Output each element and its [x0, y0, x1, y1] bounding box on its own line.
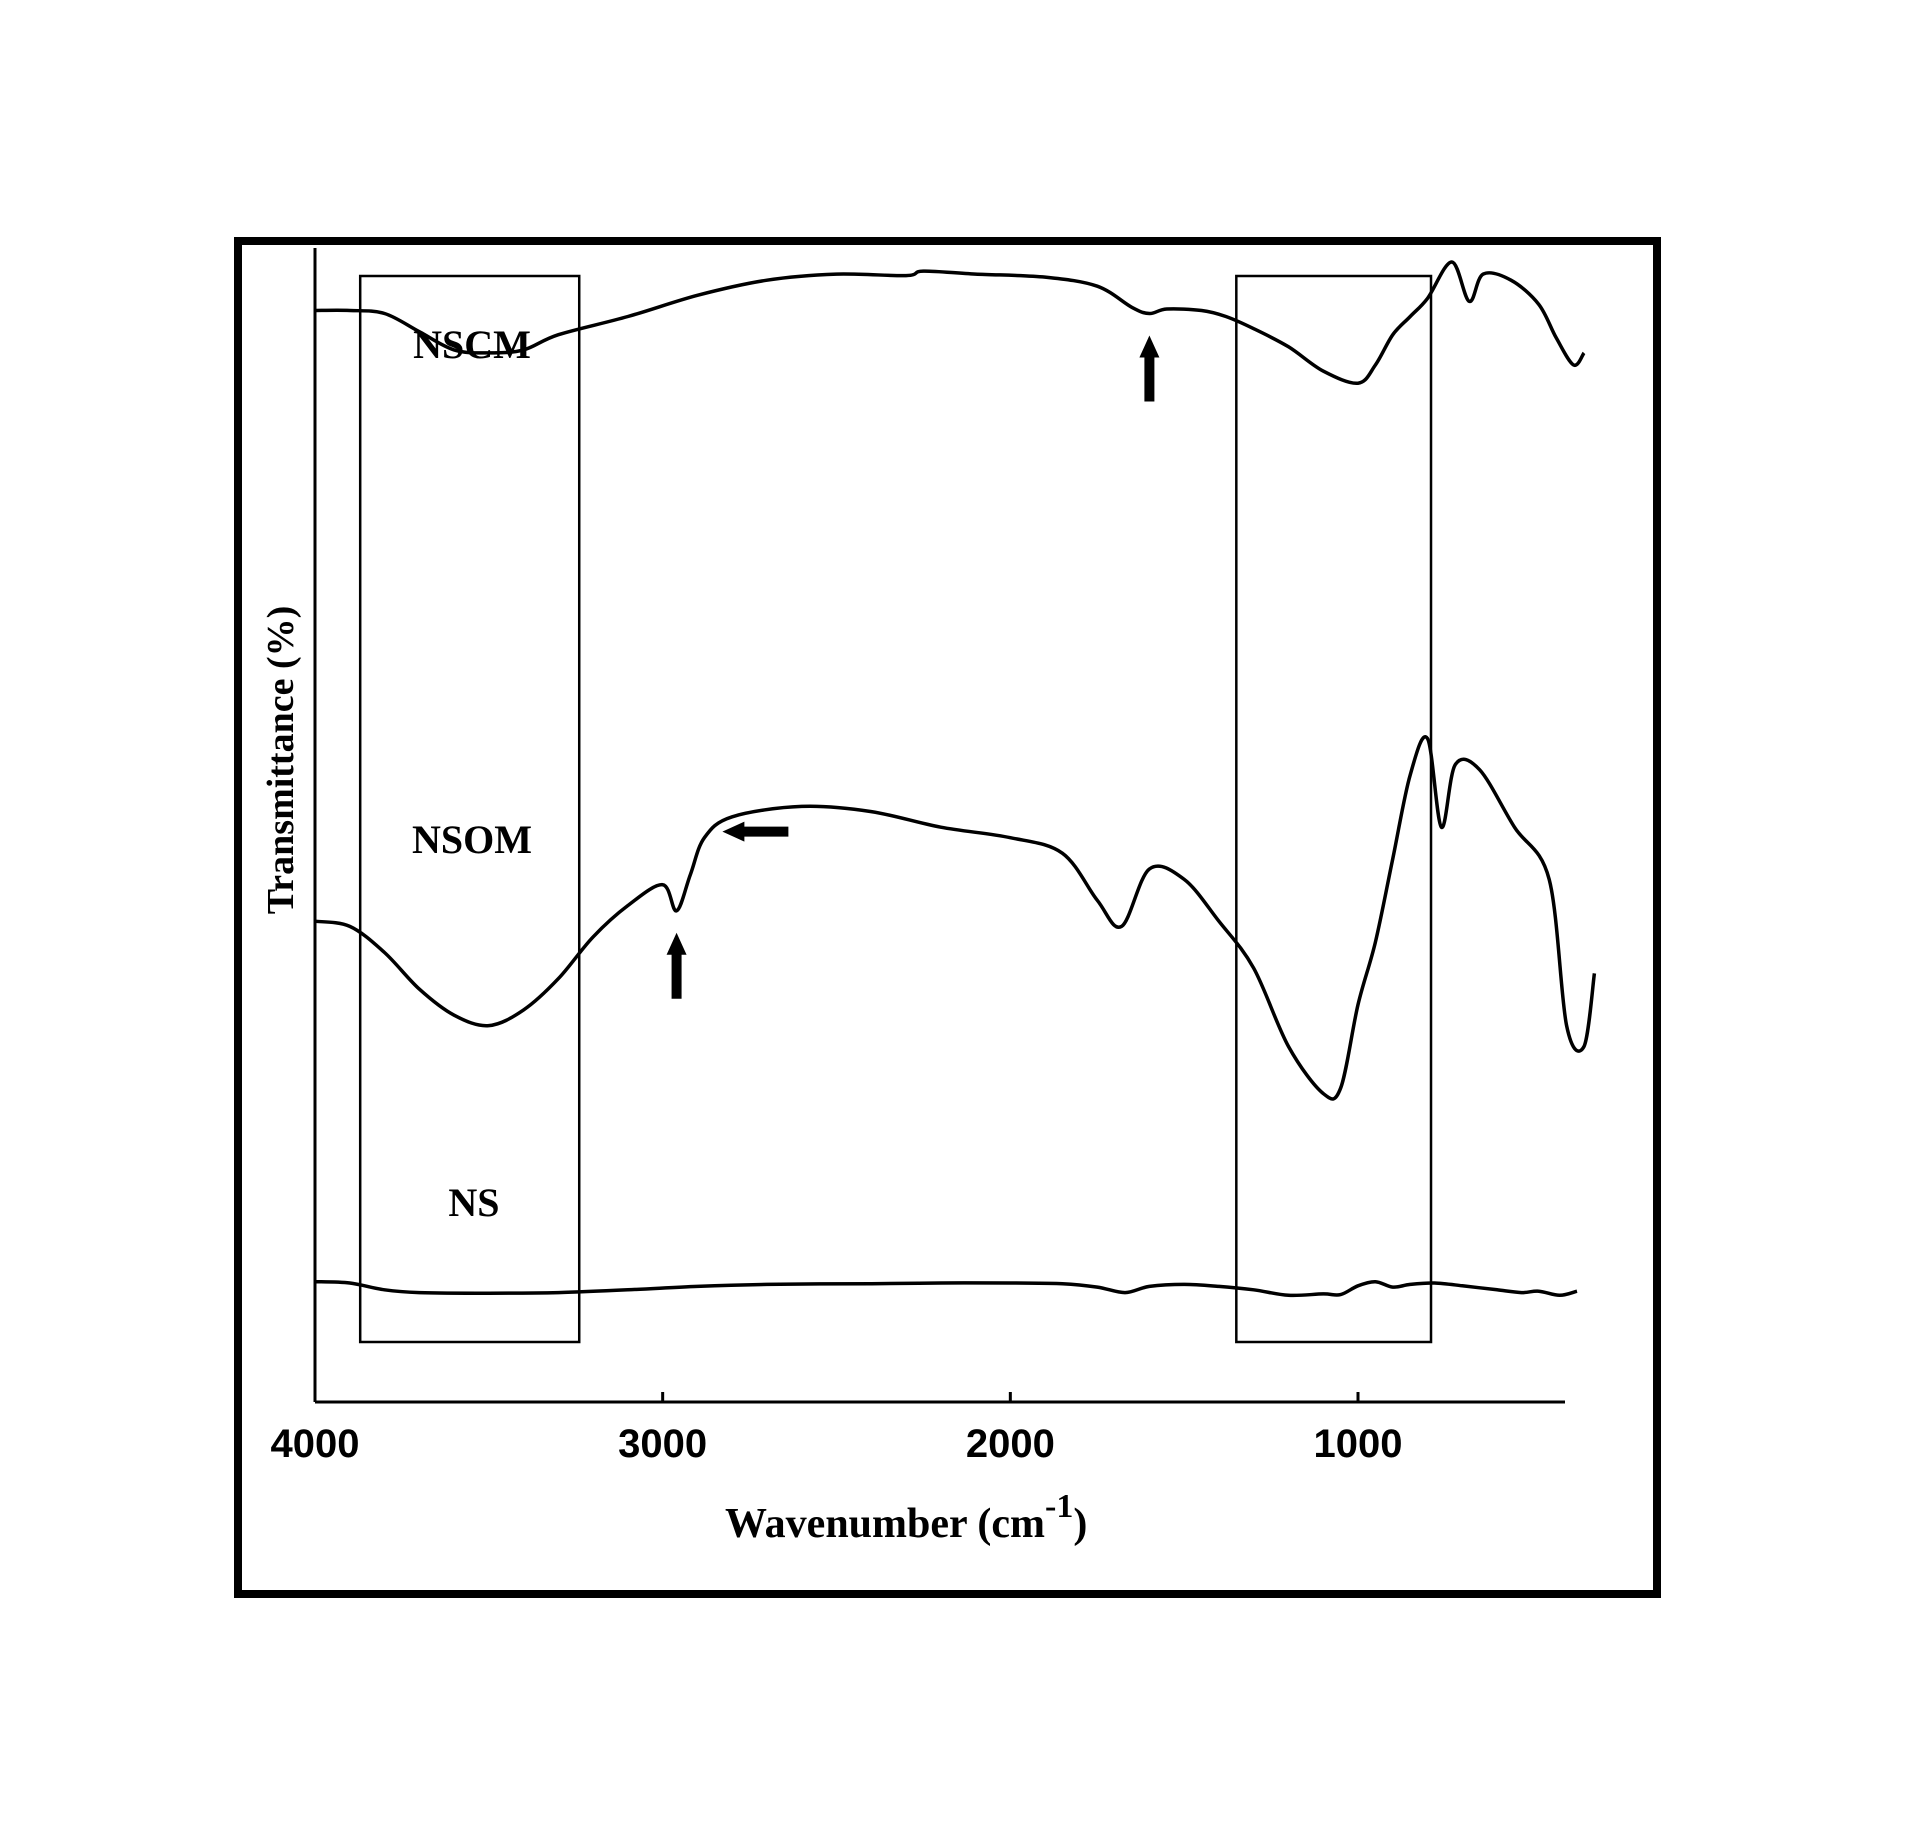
x-axis-title-main: Wavenumber (cm	[725, 1501, 1045, 1547]
series-line-nsom	[314, 735, 1597, 1101]
x-tick-label-3000: 3000	[618, 1422, 707, 1466]
figure-frame	[234, 237, 1661, 1598]
x-tick-label-4000: 4000	[271, 1422, 360, 1466]
x-tick-label-2000: 2000	[966, 1422, 1055, 1466]
series-label-ns: NS	[448, 1180, 499, 1225]
y-axis-title: Transmittance (%)	[260, 606, 302, 915]
series-lines	[314, 260, 1597, 1298]
x-axis-title-close: )	[1073, 1501, 1087, 1547]
x-tick-label-1000: 1000	[1314, 1422, 1403, 1466]
series-label-nscm: NSCM	[413, 322, 531, 367]
x-ticks: 4000 3000 2000 1000	[271, 1392, 1403, 1466]
x-axis-title: Wavenumber (cm-1)	[725, 1488, 1087, 1547]
annotation-arrow-up-1	[1139, 335, 1160, 402]
series-label-nsom: NSOM	[412, 817, 532, 862]
annotation-arrow-up-2	[666, 932, 687, 999]
highlight-region-2	[1235, 274, 1433, 1344]
highlight-region-1	[358, 274, 581, 1344]
series-line-nscm	[314, 260, 1586, 385]
series-line-ns	[314, 1279, 1578, 1298]
annotation-arrows	[666, 335, 1160, 999]
series-labels: NSCM NSOM NS	[412, 322, 532, 1225]
annotation-arrow-left-3	[722, 821, 789, 842]
highlight-regions	[358, 274, 1433, 1344]
x-axis-title-superscript: -1	[1045, 1488, 1073, 1525]
